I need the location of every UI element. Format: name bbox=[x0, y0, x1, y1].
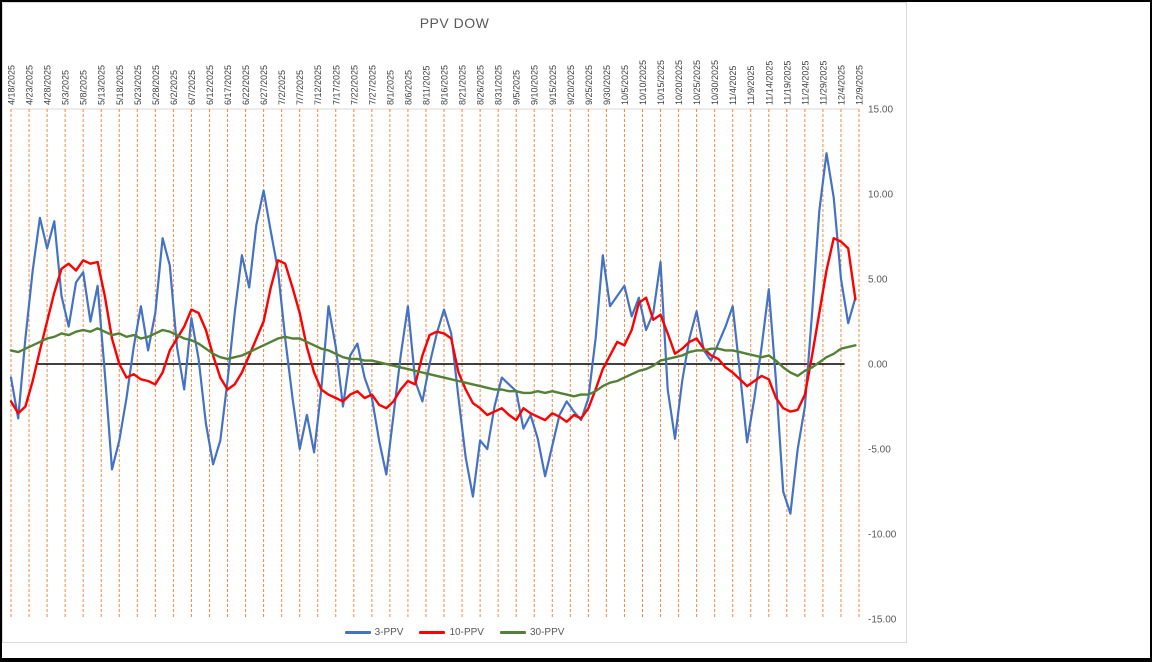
svg-text:-10.00: -10.00 bbox=[868, 530, 897, 541]
svg-text:15.00: 15.00 bbox=[868, 105, 893, 116]
svg-text:11/24/2025: 11/24/2025 bbox=[800, 61, 810, 105]
svg-text:4/23/2025: 4/23/2025 bbox=[25, 65, 35, 105]
svg-text:7/7/2025: 7/7/2025 bbox=[295, 70, 305, 105]
svg-text:10/25/2025: 10/25/2025 bbox=[692, 60, 702, 105]
svg-text:10/5/2025: 10/5/2025 bbox=[620, 65, 630, 105]
svg-text:12/4/2025: 12/4/2025 bbox=[836, 65, 846, 105]
svg-text:8/11/2025: 8/11/2025 bbox=[421, 66, 431, 105]
legend-label-30ppv: 30-PPV bbox=[529, 627, 565, 638]
svg-text:4/28/2025: 4/28/2025 bbox=[43, 65, 53, 105]
legend-item-3ppv[interactable]: 3-PPV bbox=[344, 627, 404, 638]
svg-text:11/14/2025: 11/14/2025 bbox=[764, 61, 774, 105]
svg-text:8/26/2025: 8/26/2025 bbox=[476, 65, 486, 105]
chart-title: PPV DOW bbox=[419, 15, 490, 31]
svg-text:11/19/2025: 11/19/2025 bbox=[782, 61, 792, 105]
legend-label-3ppv: 3-PPV bbox=[374, 627, 404, 638]
legend-item-30ppv[interactable]: 30-PPV bbox=[499, 627, 565, 638]
svg-text:7/22/2025: 7/22/2025 bbox=[349, 65, 359, 105]
svg-text:8/21/2025: 8/21/2025 bbox=[458, 65, 468, 105]
svg-text:7/27/2025: 7/27/2025 bbox=[367, 65, 377, 105]
svg-text:5/3/2025: 5/3/2025 bbox=[61, 70, 71, 105]
svg-text:8/1/2025: 8/1/2025 bbox=[385, 70, 395, 105]
svg-text:8/6/2025: 8/6/2025 bbox=[403, 70, 413, 105]
svg-text:7/12/2025: 7/12/2025 bbox=[313, 65, 323, 105]
legend-line-swatch-3ppv bbox=[344, 631, 371, 634]
legend: 3-PPV 10-PPV 30-PPV bbox=[3, 627, 906, 638]
legend-line-swatch-30ppv bbox=[499, 631, 526, 634]
svg-text:9/20/2025: 9/20/2025 bbox=[566, 65, 576, 105]
svg-text:6/12/2025: 6/12/2025 bbox=[205, 65, 215, 105]
svg-text:6/27/2025: 6/27/2025 bbox=[259, 65, 269, 105]
svg-text:8/16/2025: 8/16/2025 bbox=[440, 65, 450, 105]
svg-text:5/23/2025: 5/23/2025 bbox=[133, 65, 143, 105]
svg-text:10/15/2025: 10/15/2025 bbox=[656, 60, 666, 105]
svg-text:5/13/2025: 5/13/2025 bbox=[97, 65, 107, 105]
svg-text:9/5/2025: 9/5/2025 bbox=[512, 70, 522, 105]
svg-text:6/7/2025: 6/7/2025 bbox=[187, 70, 197, 105]
svg-text:6/17/2025: 6/17/2025 bbox=[223, 65, 233, 105]
plot-area[interactable]: 4/18/2025 4/23/2025 4/28/2025 5/3/2025 5/8/2… bbox=[3, 3, 906, 642]
svg-text:8/31/2025: 8/31/2025 bbox=[494, 65, 504, 105]
svg-text:5/28/2025: 5/28/2025 bbox=[151, 65, 161, 105]
svg-text:5/18/2025: 5/18/2025 bbox=[115, 65, 125, 105]
legend-item-10ppv[interactable]: 10-PPV bbox=[419, 627, 484, 638]
svg-text:4/18/2025: 4/18/2025 bbox=[7, 65, 17, 105]
svg-text:-5.00: -5.00 bbox=[868, 445, 891, 456]
svg-text:6/2/2025: 6/2/2025 bbox=[169, 70, 179, 105]
svg-text:10/20/2025: 10/20/2025 bbox=[674, 60, 684, 105]
legend-line-swatch-10ppv bbox=[419, 631, 446, 634]
svg-text:-15.00: -15.00 bbox=[868, 615, 897, 626]
svg-text:11/4/2025: 11/4/2025 bbox=[728, 66, 738, 105]
svg-text:11/29/2025: 11/29/2025 bbox=[818, 61, 828, 105]
svg-text:11/9/2025: 11/9/2025 bbox=[746, 66, 756, 105]
svg-text:10.00: 10.00 bbox=[868, 190, 893, 201]
svg-text:0.00: 0.00 bbox=[868, 360, 888, 371]
svg-text:7/17/2025: 7/17/2025 bbox=[331, 65, 341, 105]
svg-text:9/30/2025: 9/30/2025 bbox=[602, 65, 612, 105]
chart-area[interactable]: PPV DOW 4/18/2025 4/23/2025 4/28/2025 5/3/2… bbox=[2, 2, 907, 643]
legend-label-10ppv: 10-PPV bbox=[449, 627, 484, 638]
svg-text:5.00: 5.00 bbox=[868, 275, 888, 286]
svg-text:6/22/2025: 6/22/2025 bbox=[241, 65, 251, 105]
svg-text:9/15/2025: 9/15/2025 bbox=[548, 65, 558, 105]
svg-text:9/25/2025: 9/25/2025 bbox=[584, 65, 594, 105]
svg-text:10/10/2025: 10/10/2025 bbox=[638, 60, 648, 105]
svg-text:9/10/2025: 9/10/2025 bbox=[530, 65, 540, 105]
svg-text:7/2/2025: 7/2/2025 bbox=[277, 70, 287, 105]
svg-text:5/8/2025: 5/8/2025 bbox=[79, 70, 89, 105]
svg-text:12/9/2025: 12/9/2025 bbox=[855, 65, 865, 105]
svg-text:10/30/2025: 10/30/2025 bbox=[710, 60, 720, 105]
